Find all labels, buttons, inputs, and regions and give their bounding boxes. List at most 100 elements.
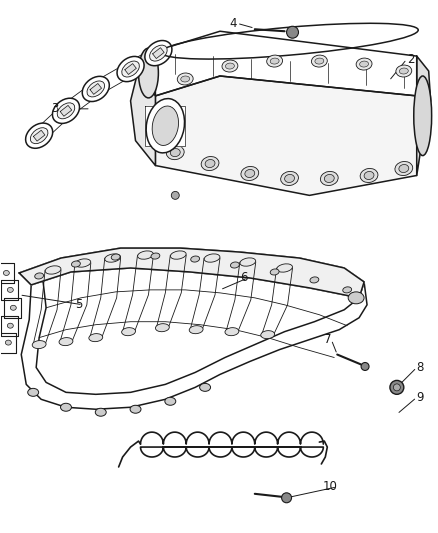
Ellipse shape: [171, 191, 179, 199]
Ellipse shape: [399, 68, 408, 74]
Ellipse shape: [360, 168, 378, 182]
Ellipse shape: [82, 76, 110, 101]
Ellipse shape: [225, 328, 239, 336]
Ellipse shape: [393, 384, 400, 391]
Ellipse shape: [60, 403, 71, 411]
Ellipse shape: [277, 264, 293, 272]
Ellipse shape: [170, 251, 186, 259]
Ellipse shape: [146, 99, 184, 153]
Ellipse shape: [71, 261, 80, 267]
Ellipse shape: [356, 58, 372, 70]
Ellipse shape: [165, 397, 176, 405]
Ellipse shape: [35, 273, 44, 279]
Ellipse shape: [170, 149, 180, 157]
Polygon shape: [0, 333, 16, 352]
Ellipse shape: [343, 287, 352, 293]
Ellipse shape: [75, 259, 91, 267]
Ellipse shape: [95, 408, 106, 416]
Ellipse shape: [7, 287, 13, 293]
Ellipse shape: [282, 493, 292, 503]
Polygon shape: [0, 263, 14, 283]
Ellipse shape: [122, 61, 139, 77]
Ellipse shape: [189, 326, 203, 334]
Ellipse shape: [270, 269, 279, 275]
Ellipse shape: [230, 262, 239, 268]
Polygon shape: [155, 31, 417, 96]
Ellipse shape: [390, 381, 404, 394]
Ellipse shape: [177, 73, 193, 85]
Ellipse shape: [245, 169, 255, 177]
Ellipse shape: [152, 106, 179, 146]
Ellipse shape: [321, 172, 338, 185]
Polygon shape: [4, 298, 21, 318]
Ellipse shape: [145, 41, 172, 66]
Polygon shape: [1, 280, 18, 300]
Ellipse shape: [396, 65, 412, 77]
Ellipse shape: [45, 266, 61, 274]
Text: 2: 2: [407, 53, 414, 66]
Polygon shape: [90, 84, 102, 94]
Ellipse shape: [166, 146, 184, 159]
Ellipse shape: [240, 258, 256, 266]
Ellipse shape: [270, 58, 279, 64]
Polygon shape: [60, 106, 72, 116]
Ellipse shape: [311, 55, 327, 67]
Ellipse shape: [25, 123, 53, 148]
Polygon shape: [19, 248, 364, 298]
Text: 7: 7: [324, 333, 331, 346]
Ellipse shape: [53, 98, 80, 124]
Ellipse shape: [364, 172, 374, 180]
Ellipse shape: [191, 256, 200, 262]
Ellipse shape: [399, 165, 409, 173]
Ellipse shape: [205, 159, 215, 167]
Ellipse shape: [111, 254, 120, 260]
Polygon shape: [33, 130, 45, 141]
Ellipse shape: [360, 61, 368, 67]
Polygon shape: [152, 48, 164, 59]
Ellipse shape: [155, 324, 170, 332]
Text: 9: 9: [417, 391, 424, 404]
Polygon shape: [125, 63, 136, 75]
Text: 6: 6: [240, 271, 248, 285]
Ellipse shape: [7, 323, 13, 328]
Ellipse shape: [315, 58, 324, 64]
Ellipse shape: [138, 251, 153, 259]
Ellipse shape: [325, 174, 334, 182]
Ellipse shape: [267, 55, 283, 67]
Ellipse shape: [28, 389, 39, 397]
Ellipse shape: [281, 172, 298, 185]
Ellipse shape: [414, 76, 431, 156]
Polygon shape: [131, 51, 155, 166]
Ellipse shape: [395, 161, 413, 175]
Ellipse shape: [204, 254, 220, 262]
Polygon shape: [19, 273, 367, 409]
Ellipse shape: [11, 305, 16, 310]
Polygon shape: [417, 56, 431, 175]
Ellipse shape: [89, 334, 103, 342]
Ellipse shape: [261, 330, 275, 338]
Ellipse shape: [32, 341, 46, 349]
Polygon shape: [19, 248, 364, 298]
Text: 8: 8: [417, 361, 424, 374]
Ellipse shape: [130, 405, 141, 413]
Ellipse shape: [181, 76, 190, 82]
Ellipse shape: [200, 383, 211, 391]
Text: 10: 10: [322, 480, 337, 494]
Ellipse shape: [285, 174, 294, 182]
Ellipse shape: [151, 253, 160, 259]
Ellipse shape: [348, 292, 364, 304]
Text: 5: 5: [75, 298, 83, 311]
Ellipse shape: [241, 166, 259, 181]
Ellipse shape: [226, 63, 234, 69]
Ellipse shape: [138, 48, 159, 98]
Polygon shape: [1, 316, 18, 336]
Ellipse shape: [30, 128, 48, 144]
Ellipse shape: [286, 26, 298, 38]
Ellipse shape: [59, 337, 73, 345]
Text: 4: 4: [230, 17, 237, 30]
Ellipse shape: [201, 157, 219, 171]
Ellipse shape: [122, 328, 135, 336]
Ellipse shape: [361, 362, 369, 370]
Ellipse shape: [117, 56, 144, 82]
Ellipse shape: [310, 277, 319, 283]
